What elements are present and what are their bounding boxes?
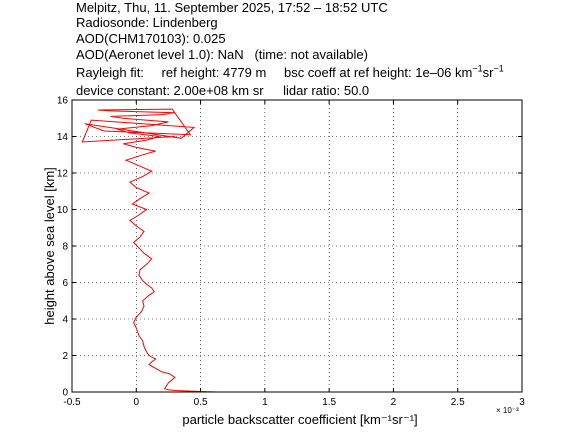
aod-aeronet-value: AOD(Aeronet level 1.0): NaN	[76, 47, 244, 62]
x-tick-label: 0.5	[194, 397, 208, 408]
y-tick-label: 2	[62, 351, 68, 362]
y-tick-label: 16	[57, 96, 69, 107]
header-radiosonde: Radiosonde: Lindenberg	[76, 15, 218, 30]
device-constant: device constant: 2.00e+08 km sr	[76, 83, 264, 98]
plot-area-frame	[71, 99, 523, 393]
header-title: Melpitz, Thu, 11. September 2025, 17:52 …	[76, 0, 388, 15]
x-tick-label: 1.5	[322, 397, 336, 408]
lidar-ratio: lidar ratio: 50.0	[283, 83, 370, 98]
ref-height: ref height: 4779 m	[161, 65, 267, 80]
x-tick-label: 2	[391, 397, 397, 408]
y-axis-label: height above sea level [km]	[42, 167, 57, 325]
backscatter-profile-line	[81, 108, 218, 393]
grid	[72, 100, 522, 392]
y-tick-label: 0	[62, 388, 68, 399]
y-tick-label: 10	[57, 205, 69, 216]
y-tick-label: 8	[62, 242, 68, 253]
x-tick-label: 2.5	[451, 397, 465, 408]
x-tick-label: 0	[134, 397, 140, 408]
x-tick-label: -0.5	[63, 397, 81, 408]
bsc-unit-exp1: −1	[472, 63, 483, 74]
header-aod-aeronet: AOD(Aeronet level 1.0): NaN (time: not a…	[76, 47, 368, 63]
y-tick-label: 4	[62, 315, 68, 326]
header-rayleigh-fit: Rayleigh fit: ref height: 4779 m bsc coe…	[76, 63, 504, 81]
y-tick-label: 6	[62, 278, 68, 289]
bsc-unit-exp2: −1	[493, 63, 504, 74]
bsc-unit-sr: sr	[482, 65, 494, 80]
x-tick-label: 1	[262, 397, 268, 408]
x-tick-label: 3	[519, 397, 525, 408]
x-axis-label: particle backscatter coefficient [km⁻¹sr…	[182, 412, 417, 427]
header-device: device constant: 2.00e+08 km sr lidar ra…	[76, 83, 369, 99]
aod-aeronet-time: (time: not available)	[254, 47, 368, 62]
rayleigh-label: Rayleigh fit:	[76, 65, 144, 80]
header-aod-chm: AOD(CHM170103): 0.025	[76, 31, 226, 46]
y-tick-label: 14	[57, 132, 69, 143]
x-axis-multiplier: × 10⁻³	[496, 406, 519, 415]
y-tick-label: 12	[57, 169, 69, 180]
bsc-coeff: bsc coeff at ref height: 1e–06 km	[283, 65, 473, 80]
